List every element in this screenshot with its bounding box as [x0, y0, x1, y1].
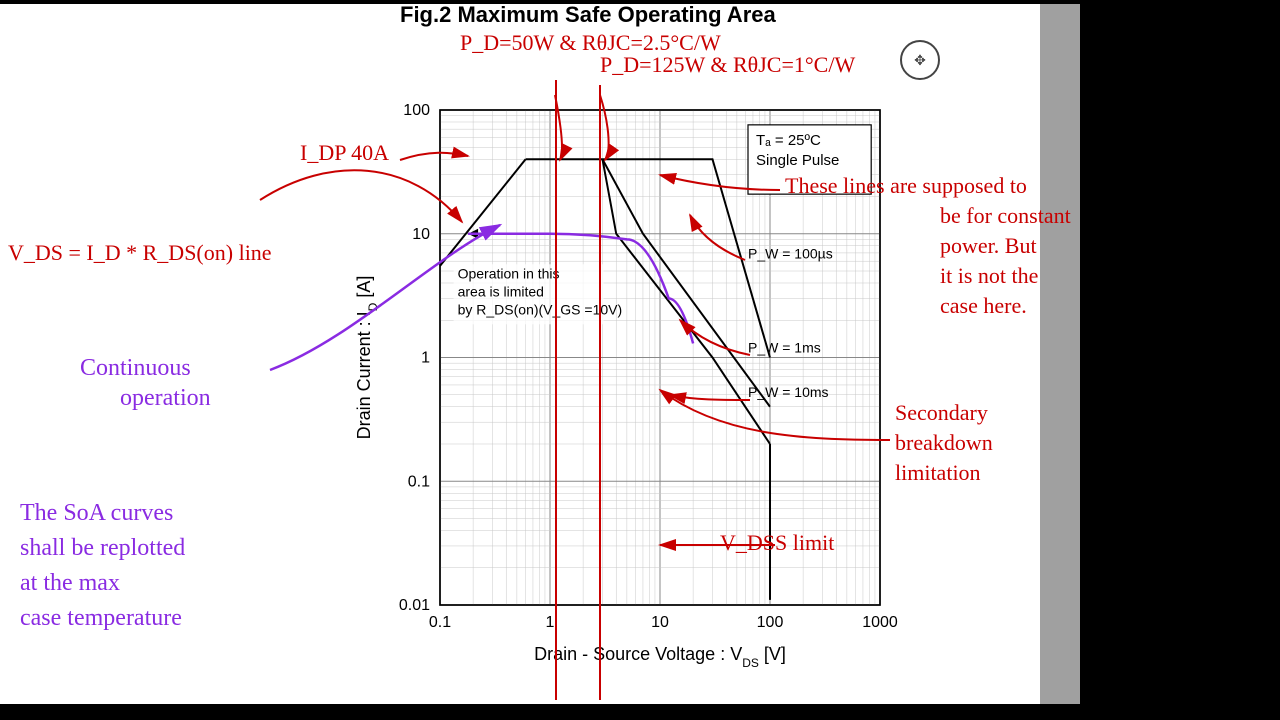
cursor-glyph-icon: ✥ [914, 52, 926, 69]
svg-text:1000: 1000 [862, 614, 898, 631]
svg-text:100: 100 [403, 102, 430, 119]
page-root: Fig.2 Maximum Safe Operating Area 0.1110… [0, 0, 1280, 720]
svg-text:by R_DS(on)(V_GS =10V): by R_DS(on)(V_GS =10V) [458, 301, 623, 317]
svg-text:Drain - Source Voltage : VDS [: Drain - Source Voltage : VDS [V] [534, 644, 786, 670]
svg-text:0.01: 0.01 [399, 597, 430, 614]
svg-text:Single Pulse: Single Pulse [756, 152, 839, 169]
svg-text:10: 10 [651, 614, 669, 631]
vds-line-arrow [260, 170, 462, 222]
svg-text:Drain Current : ID [A]: Drain Current : ID [A] [354, 276, 380, 440]
soa-chart: 0.111010010000.010.1110100Drain - Source… [0, 0, 1280, 720]
svg-text:1: 1 [546, 614, 555, 631]
svg-text:100: 100 [757, 614, 784, 631]
svg-text:P_W = 100µs: P_W = 100µs [748, 246, 833, 262]
svg-text:P_W = 1ms: P_W = 1ms [748, 340, 821, 356]
svg-text:Operation in this: Operation in this [458, 265, 560, 281]
svg-text:0.1: 0.1 [429, 614, 451, 631]
svg-text:10: 10 [412, 226, 430, 243]
svg-text:0.1: 0.1 [408, 473, 430, 490]
svg-text:P_W = 10ms: P_W = 10ms [748, 384, 829, 400]
svg-text:1: 1 [421, 350, 430, 367]
svg-text:Tₐ = 25ºC: Tₐ = 25ºC [756, 132, 821, 149]
svg-text:area is limited: area is limited [458, 283, 544, 299]
cursor-indicator: ✥ [900, 40, 940, 80]
